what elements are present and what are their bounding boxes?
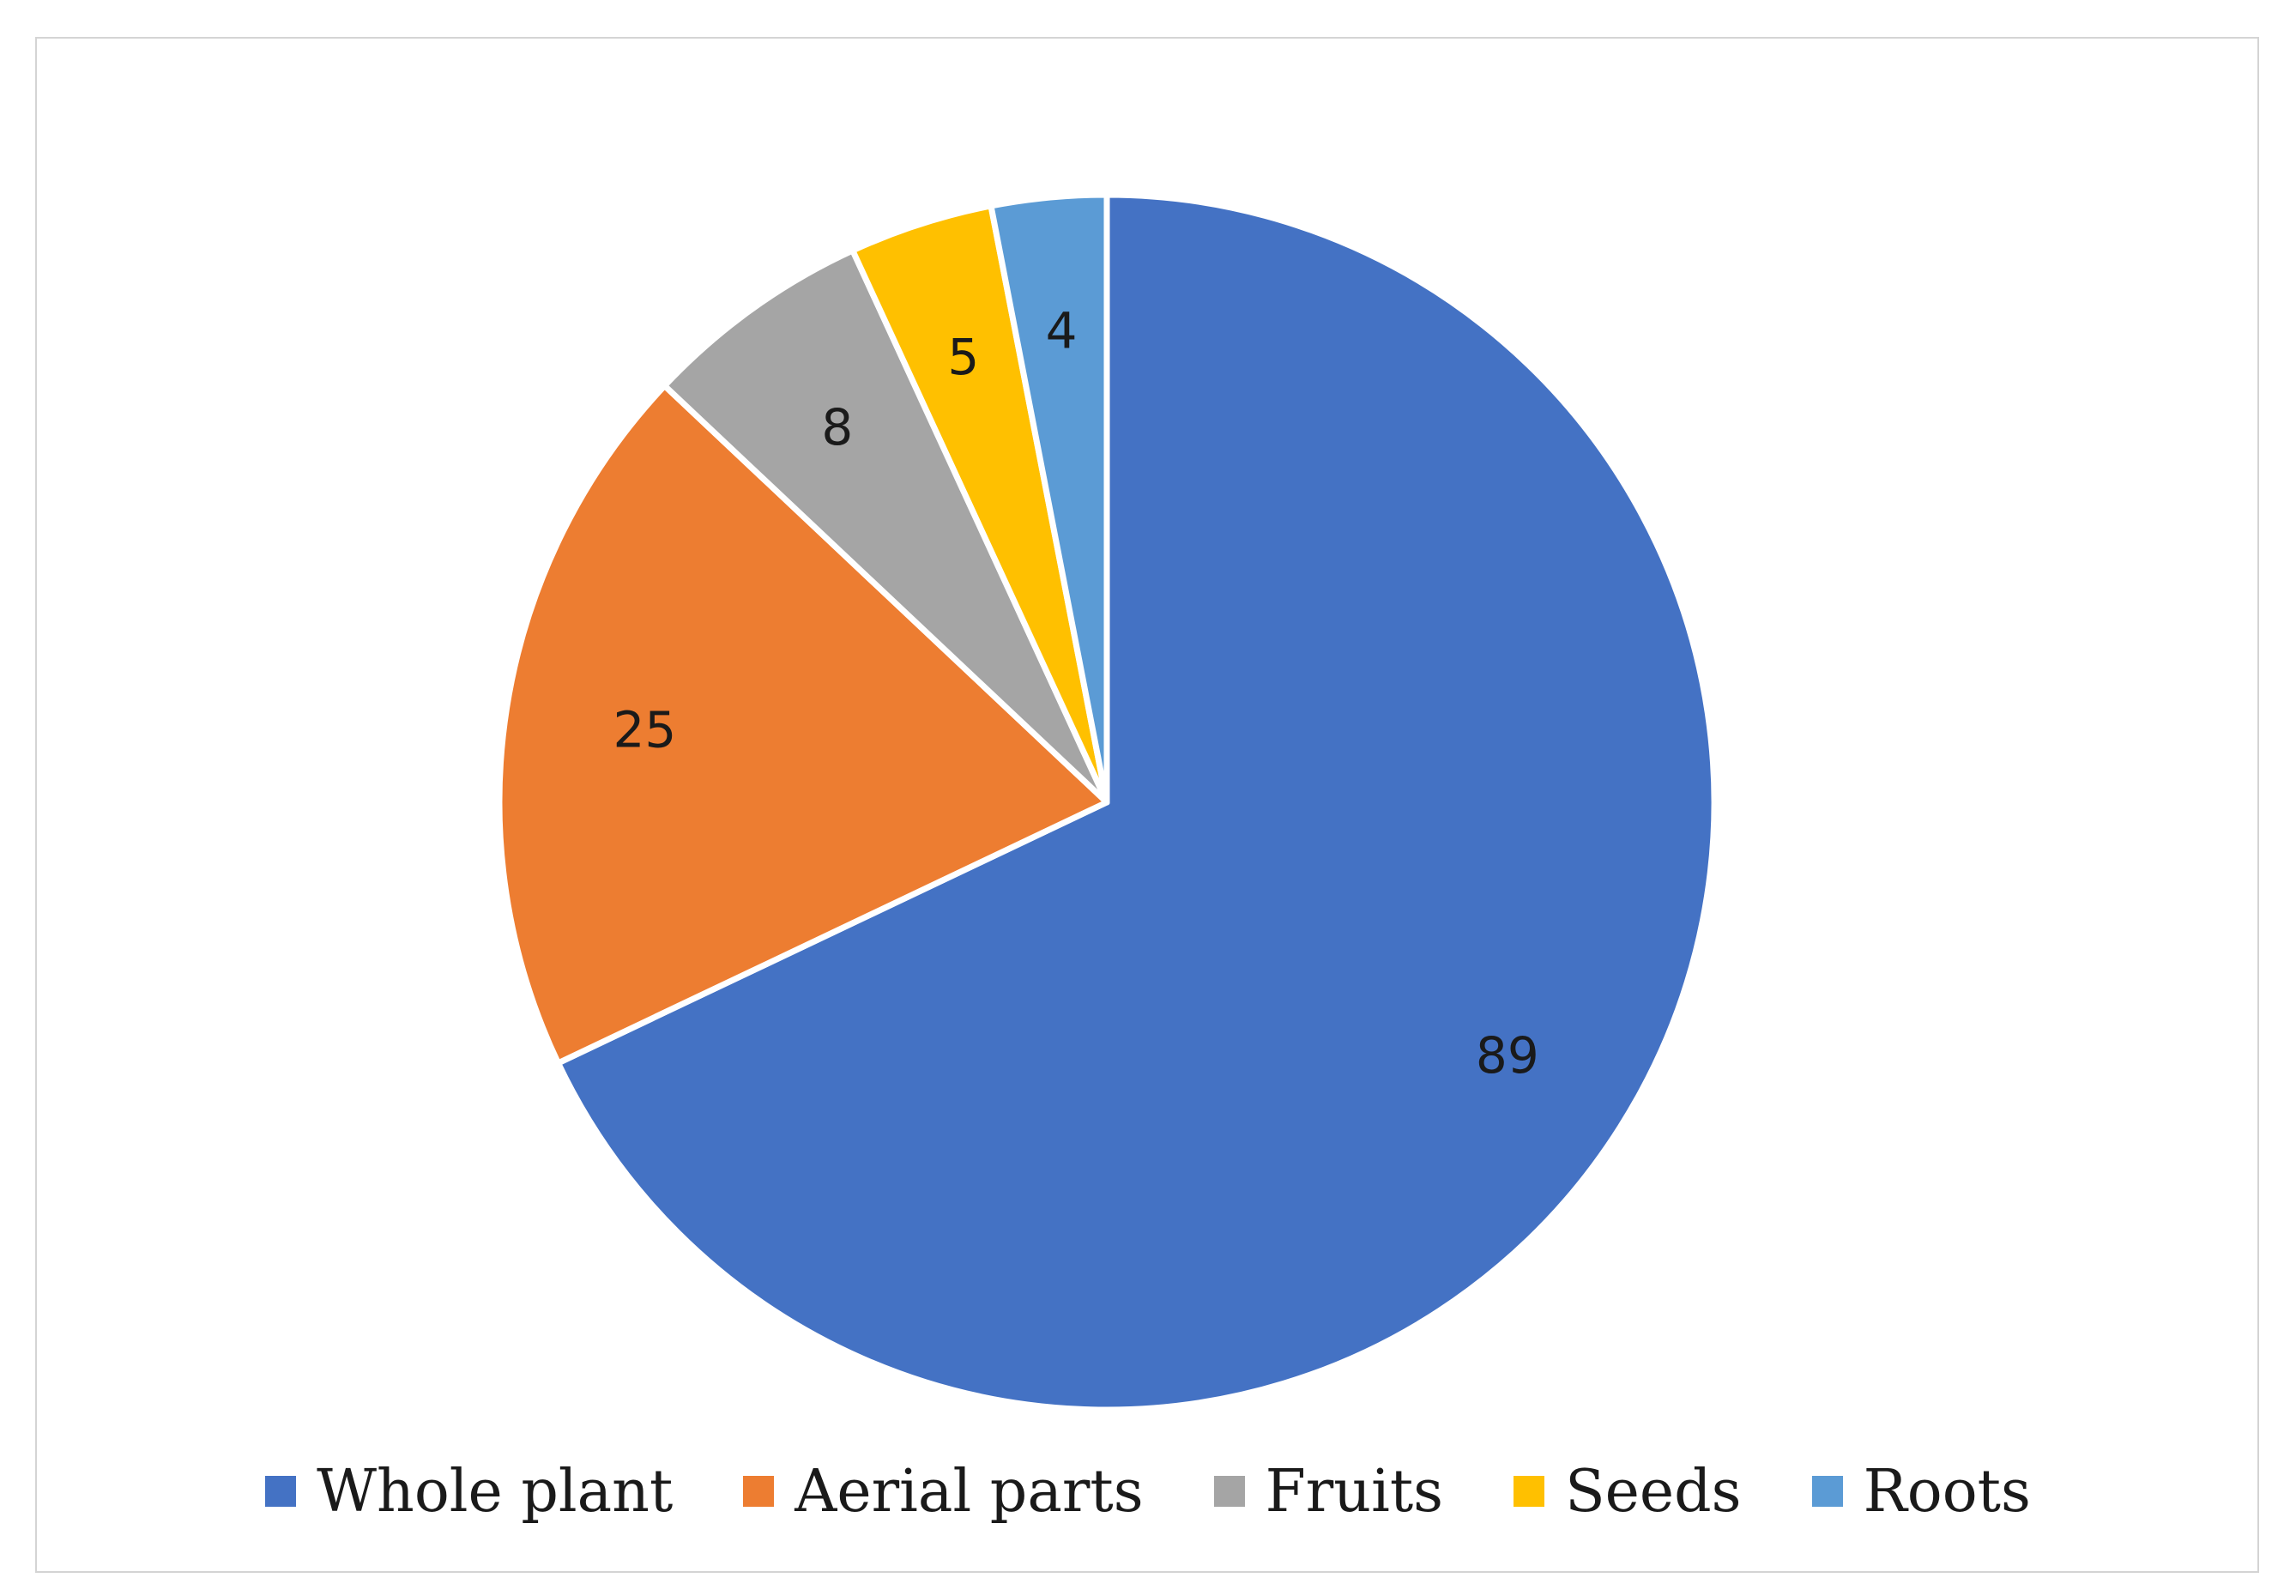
legend-label-fruits: Fruits (1265, 1457, 1444, 1526)
legend-label-roots: Roots (1863, 1457, 2031, 1526)
legend-item-roots: Roots (1811, 1457, 2031, 1526)
legend-label-whole-plant: Whole plant (317, 1457, 674, 1526)
legend-swatch-aerial-parts (743, 1476, 775, 1507)
legend-swatch-fruits (1213, 1476, 1245, 1507)
legend-swatch-roots (1811, 1476, 1843, 1507)
legend: Whole plant Aerial parts Fruits Seeds Ro… (0, 1457, 2296, 1526)
pie-slices (496, 191, 1718, 1413)
legend-swatch-whole-plant (265, 1476, 297, 1507)
data-label-aerial-parts: 25 (613, 700, 677, 759)
data-label-seeds: 5 (947, 328, 979, 386)
legend-item-whole-plant: Whole plant (265, 1458, 673, 1526)
legend-swatch-seeds (1514, 1476, 1545, 1507)
pie-slice-aerial-parts (496, 383, 1110, 1067)
data-label-roots: 4 (1046, 301, 1078, 360)
pie-slice-roots (988, 191, 1110, 806)
pie-slice-fruits (662, 247, 1110, 806)
legend-label-seeds: Seeds (1565, 1457, 1742, 1526)
pie-data-labels: 89 25 8 5 4 (613, 301, 1539, 1085)
legend-item-aerial-parts: Aerial parts (743, 1457, 1144, 1526)
legend-item-seeds: Seeds (1514, 1458, 1742, 1526)
pie-slice-whole-plant (555, 191, 1718, 1413)
data-label-fruits: 8 (821, 398, 853, 456)
legend-label-aerial-parts: Aerial parts (795, 1457, 1144, 1526)
legend-item-fruits: Fruits (1213, 1457, 1444, 1526)
data-label-whole-plant: 89 (1476, 1026, 1539, 1085)
